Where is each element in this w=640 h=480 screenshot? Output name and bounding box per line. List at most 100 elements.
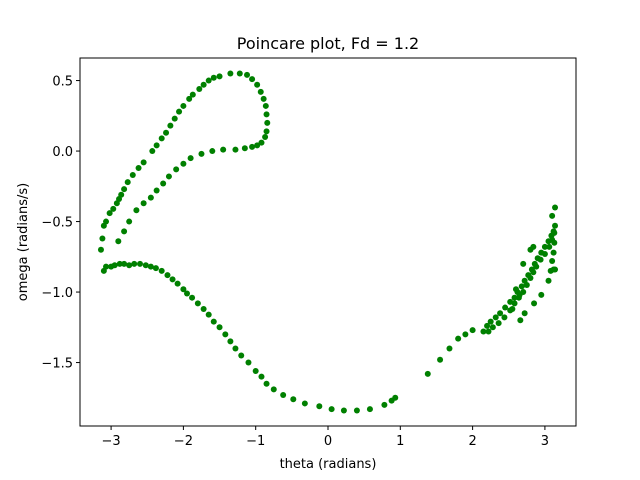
data-point xyxy=(262,133,269,140)
data-point xyxy=(205,311,212,318)
data-point xyxy=(262,102,269,109)
data-point xyxy=(158,267,165,274)
data-point xyxy=(106,210,113,217)
x-tick-label: 3 xyxy=(541,434,549,449)
data-point xyxy=(516,291,523,298)
data-point xyxy=(189,294,196,301)
data-point xyxy=(469,327,476,334)
data-point xyxy=(152,265,159,272)
data-point xyxy=(316,403,323,410)
data-point xyxy=(167,122,174,129)
data-point xyxy=(552,204,559,211)
y-tick-label: 0.5 xyxy=(52,75,73,90)
data-point xyxy=(530,243,537,250)
data-point xyxy=(180,160,187,167)
data-point xyxy=(129,172,136,179)
data-point xyxy=(446,345,453,352)
data-point xyxy=(133,207,140,214)
data-point xyxy=(169,276,176,283)
data-point xyxy=(118,191,125,198)
data-point xyxy=(545,277,552,284)
data-point xyxy=(530,269,537,276)
data-point xyxy=(176,108,183,115)
data-point xyxy=(174,280,181,287)
data-point xyxy=(280,391,287,398)
data-point xyxy=(549,258,556,265)
data-point xyxy=(227,338,234,345)
data-point xyxy=(551,239,558,246)
data-point xyxy=(264,119,271,126)
data-point xyxy=(480,328,487,335)
data-point xyxy=(115,238,122,245)
x-axis-label: theta (radians) xyxy=(280,457,377,472)
data-point xyxy=(121,186,128,193)
data-point xyxy=(484,322,491,329)
data-point xyxy=(194,300,201,307)
data-point xyxy=(541,243,548,250)
data-point xyxy=(97,246,104,253)
data-point xyxy=(209,148,216,155)
data-point xyxy=(184,290,191,297)
data-point xyxy=(249,76,256,83)
data-point xyxy=(366,406,373,413)
data-point xyxy=(147,194,154,201)
data-point xyxy=(227,70,234,77)
y-axis-label: omega (radians/s) xyxy=(16,183,31,301)
data-point xyxy=(521,310,528,317)
data-point xyxy=(189,91,196,98)
data-point xyxy=(180,286,187,293)
data-point xyxy=(552,266,559,273)
data-point xyxy=(263,128,270,135)
x-axis: −3 −2 −1 0 1 2 3 xyxy=(102,426,549,449)
data-point xyxy=(511,300,518,307)
data-point xyxy=(121,260,128,267)
y-tick-label: 0.0 xyxy=(52,145,73,160)
data-point xyxy=(328,406,335,413)
data-point xyxy=(244,71,251,78)
data-point xyxy=(171,115,178,122)
data-point xyxy=(485,328,492,335)
x-tick-label: −3 xyxy=(102,434,121,449)
data-point xyxy=(424,370,431,377)
data-point xyxy=(502,304,509,311)
data-point xyxy=(437,356,444,363)
data-point xyxy=(245,359,252,366)
data-point xyxy=(252,368,259,375)
data-point xyxy=(538,291,545,298)
data-point xyxy=(263,380,270,387)
data-point xyxy=(238,352,245,359)
data-point xyxy=(497,310,504,317)
data-point xyxy=(236,70,243,77)
y-axis: 0.5 0.0 −0.5 −1.0 −1.5 xyxy=(41,75,80,372)
data-point xyxy=(124,179,131,186)
data-point xyxy=(517,317,524,324)
data-point xyxy=(186,95,193,102)
data-point xyxy=(137,260,144,267)
data-point xyxy=(173,166,180,173)
x-tick-label: −2 xyxy=(174,434,193,449)
data-point xyxy=(523,282,530,288)
data-point xyxy=(153,142,160,149)
data-point xyxy=(260,95,267,102)
data-point xyxy=(126,218,133,225)
data-point xyxy=(216,73,223,80)
y-tick-label: −1.0 xyxy=(41,286,73,301)
data-point xyxy=(198,150,205,157)
data-point xyxy=(200,305,207,312)
data-point xyxy=(210,74,217,81)
data-point xyxy=(121,228,128,235)
data-point xyxy=(222,331,229,338)
data-point xyxy=(103,263,110,270)
chart-title: Poincare plot, Fd = 1.2 xyxy=(237,34,419,53)
y-tick-label: −1.5 xyxy=(41,357,73,372)
data-point xyxy=(258,373,265,380)
data-point xyxy=(180,102,187,109)
data-point xyxy=(550,249,557,256)
data-point xyxy=(301,400,308,407)
data-point xyxy=(232,146,239,153)
data-point xyxy=(126,262,133,269)
data-point xyxy=(537,256,544,263)
data-point xyxy=(135,164,142,171)
data-point xyxy=(99,235,106,242)
